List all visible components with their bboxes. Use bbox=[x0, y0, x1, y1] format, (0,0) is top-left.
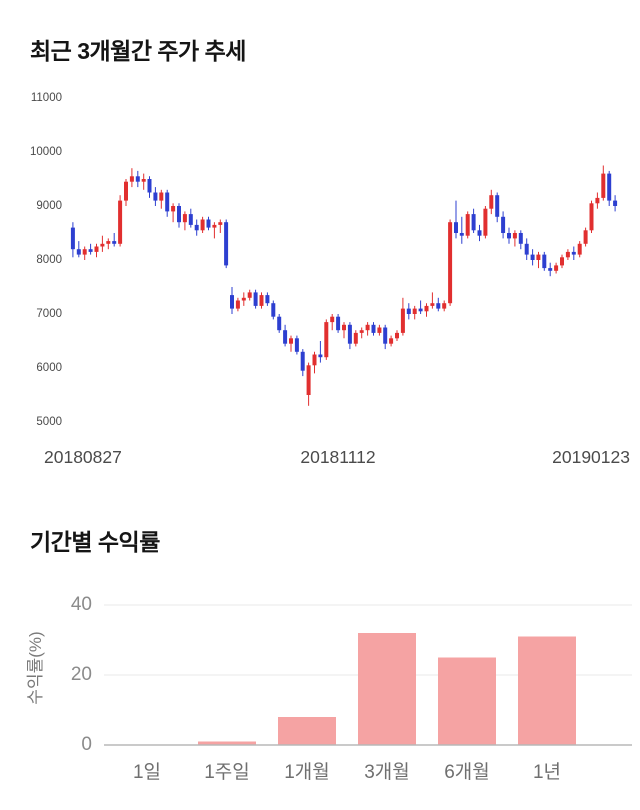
returns-title: 기간별 수익률 bbox=[30, 529, 160, 555]
price-y-tick-7000: 7000 bbox=[36, 308, 62, 320]
bar-category-1d: 1일 bbox=[132, 762, 162, 783]
returns-y-tick-0: 0 bbox=[81, 734, 92, 755]
bar-category-1w: 1주일 bbox=[204, 762, 250, 783]
price-y-tick-10000: 10000 bbox=[30, 146, 62, 158]
returns-y-tick-20: 20 bbox=[70, 664, 92, 685]
bar-category-6m: 6개월 bbox=[444, 762, 490, 783]
bar-category-1y: 1년 bbox=[532, 762, 562, 783]
returns-bar-chart bbox=[104, 604, 632, 746]
x-axis-date-start: 20180827 bbox=[44, 447, 122, 467]
price-y-tick-8000: 8000 bbox=[36, 254, 62, 266]
bar-category-1m: 1개월 bbox=[284, 762, 330, 783]
price-y-tick-11000: 11000 bbox=[30, 92, 62, 104]
price-trend-title: 최근 3개월간 주가 추세 bbox=[30, 38, 246, 64]
x-axis-date-mid: 20181112 bbox=[300, 447, 376, 467]
returns-y-tick-40: 40 bbox=[70, 594, 92, 615]
bar-category-3m: 3개월 bbox=[364, 762, 410, 783]
price-y-tick-5000: 5000 bbox=[36, 416, 62, 428]
candlestick-chart bbox=[70, 165, 618, 406]
x-axis-date-end: 20190123 bbox=[552, 447, 630, 467]
price-y-tick-9000: 9000 bbox=[36, 200, 62, 212]
price-y-tick-6000: 6000 bbox=[36, 362, 62, 374]
